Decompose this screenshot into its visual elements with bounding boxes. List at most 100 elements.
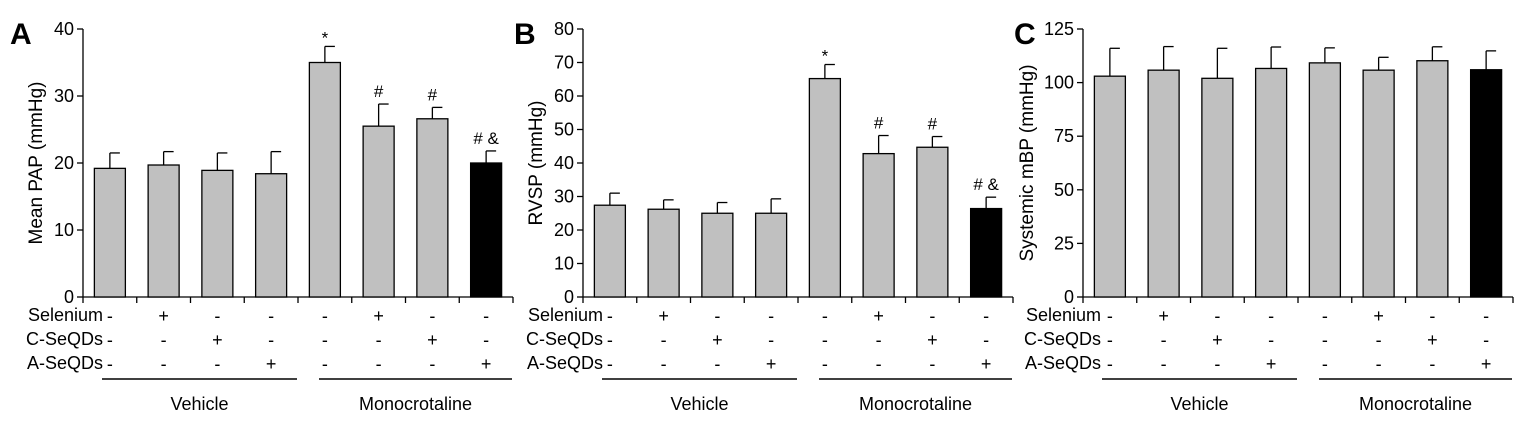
- treatment-sign: -: [161, 354, 167, 374]
- treatment-sign: -: [714, 354, 720, 374]
- significance-label: # &: [973, 175, 999, 194]
- y-tick-label: 0: [1064, 287, 1074, 307]
- bar: [647, 208, 680, 298]
- bar: [308, 61, 342, 298]
- panel-letter: B: [514, 18, 536, 51]
- y-tick-label: 100: [1044, 73, 1074, 93]
- y-tick-label: 50: [554, 120, 574, 140]
- panel-letter: C: [1014, 18, 1036, 51]
- y-axis-title: RVSP (mmHg): [526, 101, 547, 226]
- treatment-sign: -: [429, 306, 435, 326]
- treatment-sign: -: [929, 354, 935, 374]
- treatment-sign: +: [981, 354, 992, 374]
- y-tick-label: 0: [64, 287, 74, 307]
- treatment-row-label: Selenium: [1026, 305, 1101, 325]
- bar: [754, 212, 788, 298]
- treatment-sign: +: [266, 354, 277, 374]
- treatment-sign: +: [1158, 306, 1169, 326]
- treatment-sign: -: [1322, 354, 1328, 374]
- treatment-sign: -: [322, 330, 328, 350]
- bar: [147, 164, 180, 298]
- y-tick-label: 10: [54, 220, 74, 240]
- bar: [1308, 62, 1342, 298]
- y-tick-label: 80: [554, 19, 574, 39]
- treatment-sign: -: [1483, 330, 1489, 350]
- treatment-row-label: C-SeQDs: [1024, 329, 1101, 349]
- treatment-sign: -: [929, 306, 935, 326]
- bar: [862, 152, 895, 298]
- treatment-sign: -: [822, 330, 828, 350]
- treatment-sign: -: [214, 354, 220, 374]
- bar: [416, 118, 449, 298]
- treatment-sign: -: [607, 354, 613, 374]
- treatment-sign: -: [1483, 306, 1489, 326]
- treatment-sign: -: [107, 306, 113, 326]
- treatment-row-label: A-SeQDs: [527, 353, 603, 373]
- panel-c: C Systemic mBP (mmHg) 0 25 50 75 100 125 Seleniu…: [1014, 18, 1514, 414]
- treatment-sign: -: [1161, 330, 1167, 350]
- treatment-row-label: A-SeQDs: [27, 353, 103, 373]
- group-label: Monocrotaline: [359, 394, 472, 414]
- treatment-sign: -: [607, 306, 613, 326]
- treatment-sign: -: [483, 306, 489, 326]
- treatment-sign: -: [1322, 306, 1328, 326]
- y-tick-label: 30: [554, 187, 574, 207]
- treatment-sign: -: [714, 306, 720, 326]
- treatment-sign: -: [1429, 306, 1435, 326]
- treatment-sign: +: [658, 306, 669, 326]
- treatment-sign: +: [158, 306, 169, 326]
- y-tick-label: 40: [54, 19, 74, 39]
- treatment-sign: -: [822, 306, 828, 326]
- treatment-sign: +: [1266, 354, 1277, 374]
- bar: [1147, 69, 1180, 298]
- significance-label: #: [874, 114, 884, 133]
- y-tick-label: 10: [554, 254, 574, 274]
- treatment-sign: +: [373, 306, 384, 326]
- treatment-sign: -: [376, 354, 382, 374]
- treatment-sign: -: [983, 330, 989, 350]
- treatment-sign: -: [107, 354, 113, 374]
- y-tick-label: 60: [554, 86, 574, 106]
- panel-b: B RVSP (mmHg) 0 10 20 30 40 50 60 70 80 * # # # & Selen…: [514, 18, 1014, 414]
- treatment-sign: +: [712, 330, 723, 350]
- treatment-sign: -: [1376, 354, 1382, 374]
- treatment-sign: +: [481, 354, 492, 374]
- significance-label: *: [822, 47, 829, 66]
- bar: [1416, 60, 1449, 298]
- y-tick-label: 20: [554, 220, 574, 240]
- y-tick-label: 40: [554, 153, 574, 173]
- treatment-row-label: Selenium: [528, 305, 603, 325]
- treatment-sign: +: [212, 330, 223, 350]
- treatment-sign: -: [876, 354, 882, 374]
- panel-letter: A: [10, 18, 32, 51]
- y-tick-label: 125: [1044, 19, 1074, 39]
- treatment-row-label: Selenium: [28, 305, 103, 325]
- treatment-sign: -: [822, 354, 828, 374]
- treatment-sign: -: [483, 330, 489, 350]
- treatment-sign: -: [1214, 354, 1220, 374]
- treatment-sign: +: [1427, 330, 1438, 350]
- y-axis-title: Systemic mBP (mmHg): [1017, 64, 1038, 261]
- bar: [808, 77, 842, 298]
- treatment-sign: +: [766, 354, 777, 374]
- treatment-sign: -: [1429, 354, 1435, 374]
- bar: [1254, 67, 1288, 298]
- treatment-row-label: C-SeQDs: [26, 329, 103, 349]
- treatment-sign: -: [1214, 306, 1220, 326]
- significance-label: #: [928, 115, 938, 134]
- y-tick-label: 0: [564, 287, 574, 307]
- group-label: Vehicle: [670, 394, 728, 414]
- y-tick-label: 25: [1054, 233, 1074, 253]
- treatment-sign: -: [429, 354, 435, 374]
- y-tick-label: 70: [554, 53, 574, 73]
- treatment-row-label: A-SeQDs: [1025, 353, 1101, 373]
- treatment-sign: -: [661, 354, 667, 374]
- treatment-sign: -: [876, 330, 882, 350]
- treatment-sign: -: [107, 330, 113, 350]
- treatment-sign: +: [427, 330, 438, 350]
- treatment-sign: +: [873, 306, 884, 326]
- treatment-sign: -: [322, 306, 328, 326]
- bar: [1201, 77, 1234, 298]
